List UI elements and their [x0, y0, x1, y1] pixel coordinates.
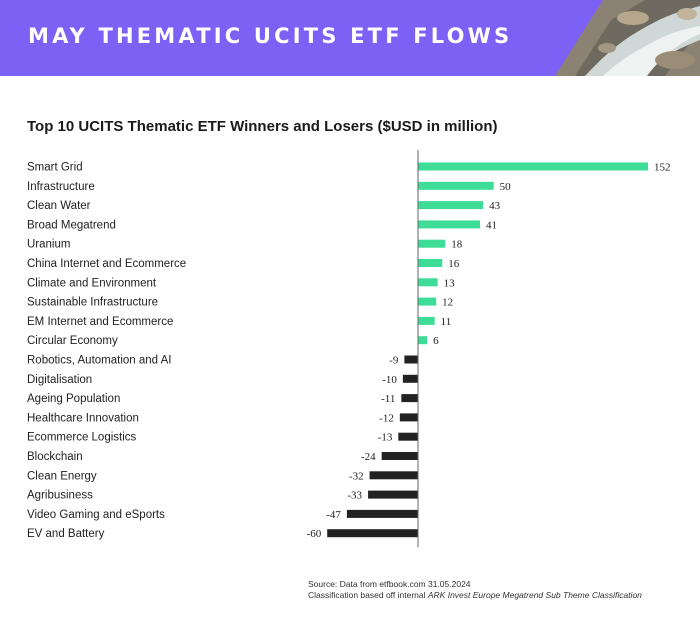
category-label: EV and Battery	[27, 528, 105, 540]
category-label: Ageing Population	[27, 393, 120, 405]
value-label: 12	[442, 297, 453, 309]
category-label: Robotics, Automation and AI	[27, 355, 171, 367]
category-label: Sustainable Infrastructure	[27, 297, 158, 309]
bar	[418, 278, 438, 287]
category-label: Digitalisation	[27, 374, 92, 386]
category-label: Blockchain	[27, 451, 83, 463]
value-label: -47	[326, 509, 341, 521]
value-label: 16	[448, 258, 460, 270]
value-label: 11	[441, 316, 452, 328]
classification-line: Classification based off internal ARK In…	[308, 590, 642, 601]
river-photo	[555, 0, 700, 76]
category-label: Smart Grid	[27, 162, 83, 174]
category-label: Healthcare Innovation	[27, 412, 139, 424]
bar	[418, 220, 481, 229]
bar	[369, 471, 418, 480]
source-line: Source: Data from etfbook.com 31.05.2024	[308, 579, 471, 589]
bar	[346, 509, 418, 518]
bar	[418, 239, 446, 248]
bar	[418, 259, 443, 267]
classification-prefix: Classification based off internal	[308, 590, 426, 600]
value-label: -11	[381, 393, 395, 405]
bar	[418, 316, 435, 325]
classification-name: ARK Invest Europe Megatrend Sub Theme Cl…	[427, 590, 642, 600]
value-label: -13	[378, 432, 393, 444]
value-label: 41	[486, 219, 497, 231]
value-label: -9	[389, 355, 399, 367]
category-label: EM Internet and Ecommerce	[27, 316, 173, 328]
source-note: Source: Data from etfbook.com 31.05.2024…	[308, 579, 642, 601]
bar	[404, 355, 418, 364]
value-label: -24	[361, 451, 376, 463]
category-label: Video Gaming and eSports	[27, 509, 165, 521]
category-label: China Internet and Ecommerce	[27, 258, 186, 270]
category-label: Clean Water	[27, 200, 91, 212]
category-label: Broad Megatrend	[27, 219, 116, 231]
bar	[418, 336, 428, 345]
value-label: -10	[382, 374, 397, 386]
header-banner: MAY THEMATIC UCITS ETF FLOWS	[0, 0, 700, 76]
bar-chart: Smart Grid 152 Infrastructure 50 Clean Water…	[27, 150, 671, 548]
category-label: Agribusiness	[27, 490, 93, 502]
chart-title: Top 10 UCITS Thematic ETF Winners and Lo…	[27, 118, 498, 135]
bar	[398, 432, 418, 441]
category-label: Circular Economy	[27, 335, 118, 347]
bar	[418, 181, 494, 190]
value-label: -60	[307, 528, 322, 540]
bar	[327, 529, 418, 538]
category-label: Uranium	[27, 239, 70, 251]
value-label: 6	[433, 335, 439, 347]
category-label: Infrastructure	[27, 181, 95, 193]
value-label: 43	[489, 200, 501, 212]
bar	[418, 201, 484, 210]
value-label: 13	[444, 277, 456, 289]
category-label: Ecommerce Logistics	[27, 432, 137, 444]
bar	[399, 413, 418, 422]
bar	[381, 452, 418, 460]
bar	[402, 374, 418, 383]
value-label: 152	[654, 162, 671, 174]
bar	[418, 297, 437, 306]
category-label: Climate and Environment	[27, 277, 157, 289]
banner-title: MAY THEMATIC UCITS ETF FLOWS	[28, 24, 513, 48]
value-label: -33	[347, 490, 362, 502]
bar	[368, 490, 418, 499]
value-label: -12	[379, 412, 394, 424]
bar	[418, 162, 648, 171]
category-label: Clean Energy	[27, 470, 97, 482]
value-label: -32	[349, 470, 364, 482]
value-label: 18	[451, 239, 463, 251]
bar	[401, 394, 418, 403]
value-label: 50	[500, 181, 512, 193]
